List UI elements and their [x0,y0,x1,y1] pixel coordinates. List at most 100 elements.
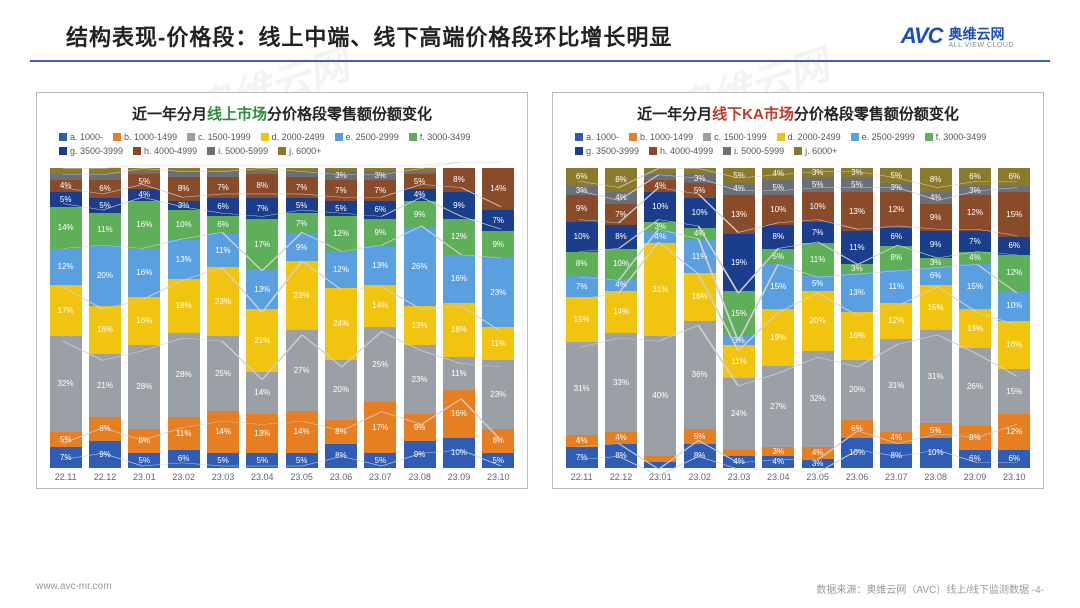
bar-column: 7%5%32%17%12%14%5%4%22.11 [47,168,84,482]
legend-item: c. 1500-1999 [703,132,767,142]
bar-segment: 20% [325,360,357,420]
bar-segment: 10% [762,195,794,225]
legend-label: c. 1500-1999 [714,132,767,142]
legend-item: j. 6000+ [794,146,837,156]
bar-segment: 20% [802,291,834,351]
chart-title: 近一年分月线下KA市场分价格段零售额份额变化 [559,103,1037,124]
bar-segment: 4% [644,231,676,243]
legend-label: d. 2000-2499 [788,132,841,142]
bar-column: 7%4%31%15%7%8%10%9%3%6%22.11 [563,168,600,482]
bar-column: 8%8%20%24%12%12%5%7%3%23.06 [322,168,359,482]
bar-segment: 10% [644,192,676,222]
bar-segment: 10% [841,438,873,468]
bar-segment: 10% [443,438,475,468]
bar-segment: 11% [684,240,716,273]
bar-segment: 9% [364,219,396,246]
bar-segment: 6% [998,168,1030,186]
bar-segment: 15% [566,297,598,342]
bar-segment: 6% [959,168,991,186]
stacked-bar: 4%24%11%3%15%19%13%4%5% [723,168,755,468]
bar-segment: 13% [841,273,873,312]
bar-column: 9%9%23%13%26%9%4%5%23.08 [401,168,438,482]
legend-label: e. 2500-2999 [862,132,915,142]
bar-segment: 4% [762,168,794,180]
bar-segment: 3% [644,222,676,231]
legend-item: i. 5000-5999 [723,146,784,156]
bar-segment: 7% [286,177,318,198]
stacked-bar: 6%11%28%18%13%10%3%8% [168,168,200,468]
bar-segment: 4% [959,252,991,264]
logo-mark: AVC [901,23,943,49]
bar-segment: 6% [880,228,912,246]
bar-segment: 13% [246,270,278,309]
bar-segment: 11% [841,231,873,264]
stacked-bar: 7%4%31%15%7%8%10%9%3%6% [566,168,598,468]
bar-segment: 5% [128,453,160,468]
bar-segment: 6% [920,267,952,285]
bar-segment: 27% [286,330,318,411]
legend-item: f. 3000-3499 [925,132,987,142]
legend-label: c. 1500-1999 [198,132,251,142]
stacked-bar: 5%14%27%23%9%7%5%7% [286,168,318,468]
bar-segment: 8% [89,417,121,441]
legend-item: g. 3500-3999 [575,146,639,156]
bar-segment: 19% [762,309,794,366]
logo-cn: 奥维云网 [949,26,1005,42]
bar-column: 10%16%11%18%16%12%9%8%23.09 [440,168,477,482]
bar-segment: 6% [168,450,200,468]
bar-segment: 3% [566,186,598,195]
bar-segment: 4% [802,447,834,459]
stacked-bar: 10%6%20%16%13%3%11%13%5%3% [841,168,873,468]
x-axis-label: 23.05 [806,472,829,482]
x-axis-label: 23.02 [688,472,711,482]
bar-segment: 14% [246,372,278,414]
legend-item: h. 4000-4999 [133,146,197,156]
bar-segment: 8% [605,168,637,192]
chart-title: 近一年分月线上市场分价格段零售额份额变化 [43,103,521,124]
x-axis-label: 23.02 [172,472,195,482]
bar-segment: 33% [605,333,637,432]
bar-segment: 14% [286,411,318,453]
bar-segment: 4% [404,189,436,201]
bar-segment: 8% [762,225,794,249]
x-axis-label: 22.11 [55,472,77,482]
legend-label: g. 3500-3999 [70,146,123,156]
x-axis-label: 23.03 [212,472,235,482]
header: 结构表现-价格段：线上中端、线下高端价格段环比增长明显 AVC 奥维云网 ALL… [30,0,1050,62]
bar-segment: 3% [959,186,991,195]
legend-item: a. 1000- [59,132,103,142]
legend-item: f. 3000-3499 [409,132,471,142]
bar-segment: 31% [880,339,912,432]
legend-swatch [278,147,286,155]
x-axis-label: 23.08 [924,472,947,482]
bar-segment: 8% [684,444,716,468]
x-axis-label: 23.10 [487,472,510,482]
bar-segment: 4% [723,183,755,195]
bar-segment: 21% [89,354,121,417]
bar-segment: 28% [128,345,160,429]
bar-segment: 3% [841,168,873,177]
stacked-bar: 5%13%14%21%13%17%7%8% [246,168,278,468]
bar-segment [644,462,676,468]
bar-segment: 11% [880,270,912,303]
bar-segment: 3% [364,171,396,180]
legend-label: a. 1000- [70,132,103,142]
bar-column: 4%24%11%3%15%19%13%4%5%23.03 [720,168,757,482]
legend-label: g. 3500-3999 [586,146,639,156]
stacked-bar: 8%4%31%12%11%8%6%12%3%5% [880,168,912,468]
stacked-bar-plot: 7%5%32%17%12%14%5%4%22.119%8%21%16%20%11… [43,162,521,482]
x-axis-label: 23.07 [885,472,908,482]
bar-segment: 9% [89,441,121,468]
stacked-bar: 10%16%11%18%16%12%9%8% [443,168,475,468]
bar-column: 5%8%28%16%16%16%4%5%23.01 [126,168,163,482]
legend-swatch [207,147,215,155]
bar-column: 5%14%27%23%9%7%5%7%23.05 [283,168,320,482]
bar-segment: 13% [404,306,436,345]
bar-segment: 9% [482,231,514,258]
stacked-bar: 8%8%20%24%12%12%5%7%3% [325,168,357,468]
bar-segment: 18% [168,279,200,333]
legend-swatch [629,133,637,141]
bar-segment: 3% [880,183,912,192]
bar-segment: 12% [325,216,357,252]
bar-segment: 23% [482,360,514,429]
